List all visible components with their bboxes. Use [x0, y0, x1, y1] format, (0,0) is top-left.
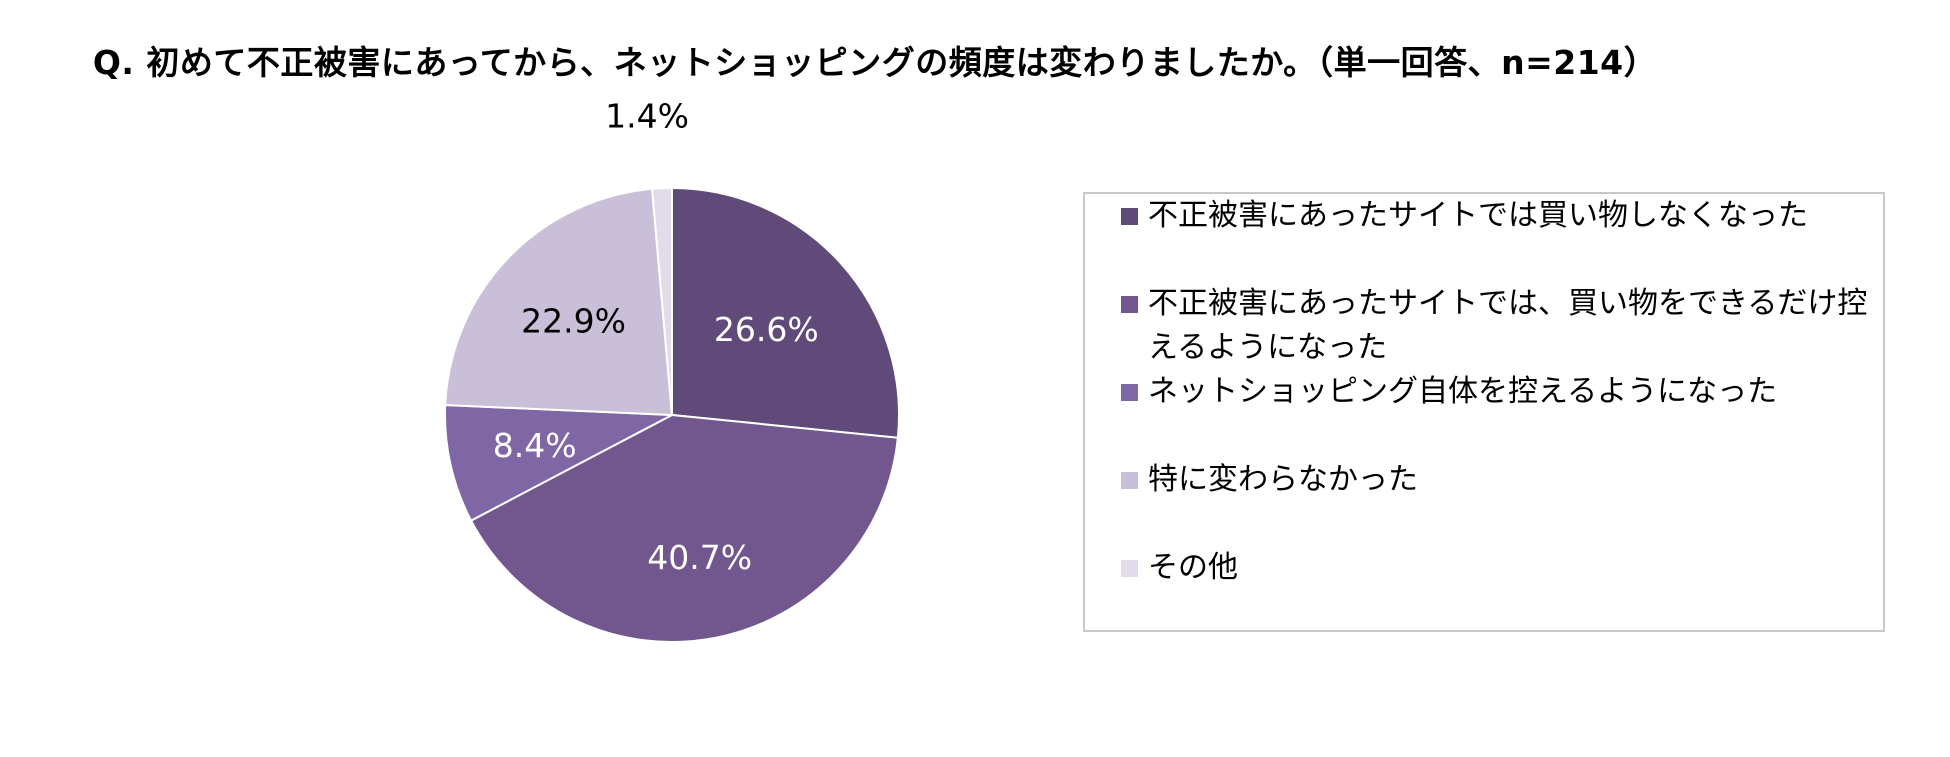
legend-item: その他 — [1103, 546, 1873, 606]
pie-slice — [444, 403, 676, 522]
pie-labels: 26.6% 40.7% 8.4% 22.9% 1.4% — [493, 97, 819, 577]
chart-title: Q. 初めて不正被害にあってから、ネットショッピングの頻度は変わりましたか。（単… — [92, 43, 1658, 82]
legend-label: 不正被害にあったサイトでは、買い物をできるだけ控えるようになった — [1148, 286, 1868, 365]
legend: 不正被害にあったサイトでは買い物しなくなった 不正被害にあったサイトでは、買い物… — [1083, 192, 1885, 632]
data-label: 8.4% — [493, 426, 577, 465]
legend-label: 特に変わらなかった — [1148, 462, 1418, 497]
data-label: 1.4% — [605, 97, 689, 136]
legend-label: ネットショッピング自体を控えるようになった — [1148, 374, 1778, 409]
legend-item: 特に変わらなかった — [1103, 458, 1873, 518]
legend-label: 不正被害にあったサイトでは買い物しなくなった — [1148, 198, 1808, 233]
pie-slice — [671, 186, 900, 439]
data-label: 22.9% — [521, 301, 626, 340]
pie-slice — [469, 413, 899, 644]
legend-swatch — [1121, 384, 1138, 401]
pie-slice — [444, 187, 674, 417]
pie-slices — [444, 186, 900, 644]
data-label: 40.7% — [647, 538, 752, 577]
data-label: 26.6% — [714, 310, 819, 349]
legend-swatch — [1121, 560, 1138, 577]
legend-label: その他 — [1148, 550, 1238, 585]
legend-item: 不正被害にあったサイトでは、買い物をできるだけ控えるようになった — [1103, 282, 1873, 372]
legend-swatch — [1121, 296, 1138, 313]
legend-item: 不正被害にあったサイトでは買い物しなくなった — [1103, 194, 1873, 254]
legend-item: ネットショッピング自体を控えるようになった — [1103, 370, 1873, 430]
pie-slice — [650, 186, 673, 416]
legend-swatch — [1121, 208, 1138, 225]
legend-swatch — [1121, 472, 1138, 489]
